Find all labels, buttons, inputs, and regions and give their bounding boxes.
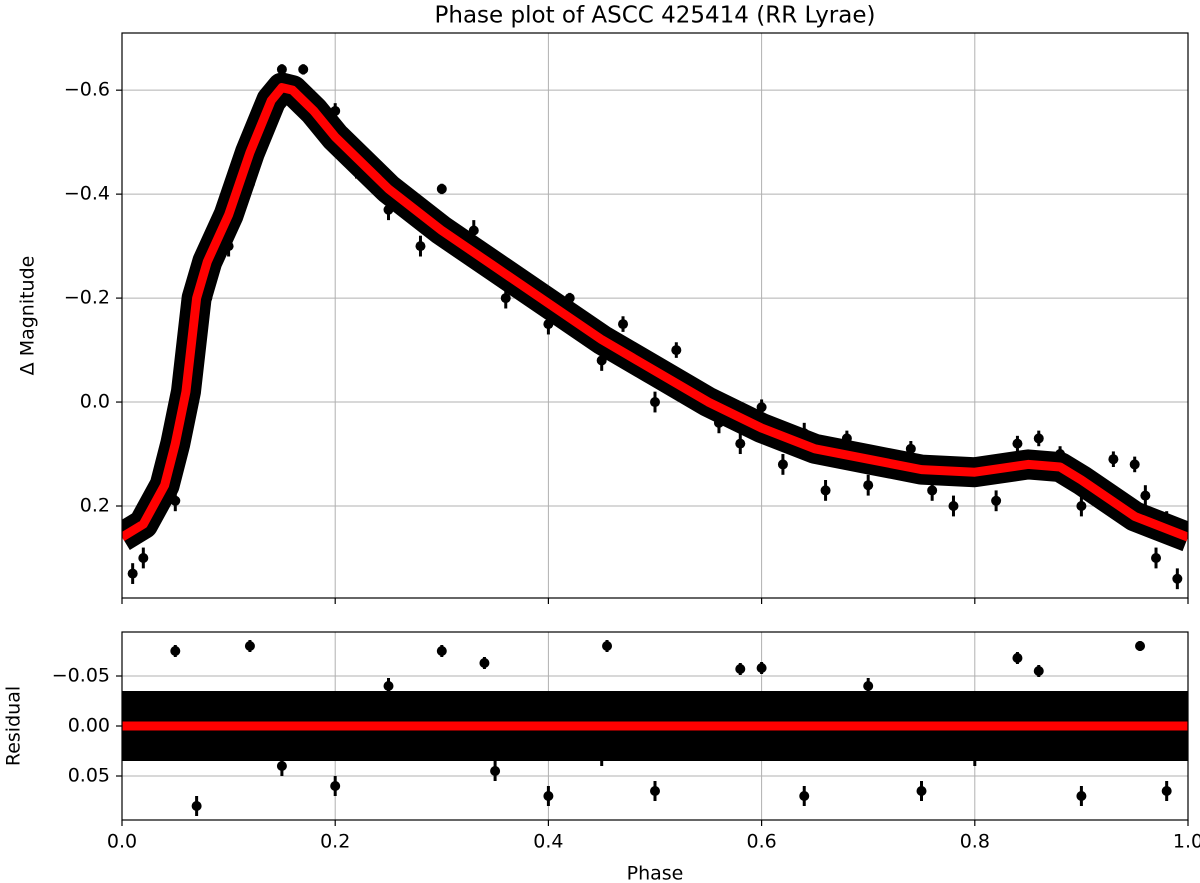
data-point: [1076, 500, 1087, 511]
data-point: [777, 459, 788, 470]
y-tick-label: 0.00: [68, 715, 110, 737]
data-point: [602, 641, 613, 651]
x-tick-label: 0.8: [960, 831, 990, 853]
data-point: [756, 402, 767, 413]
y-tick-label: −0.6: [64, 79, 110, 101]
y-axis-label: Δ Magnitude: [17, 256, 39, 376]
x-axis-label: Phase: [627, 863, 684, 883]
data-point: [905, 443, 916, 454]
data-point: [276, 761, 287, 771]
data-point: [650, 786, 660, 796]
data-point: [1172, 573, 1183, 584]
data-point: [1108, 454, 1119, 465]
data-point: [436, 183, 447, 194]
y-tick-label: 0.05: [68, 765, 110, 787]
data-point: [415, 241, 426, 252]
x-tick-label: 0.4: [533, 831, 563, 853]
data-point: [244, 641, 255, 651]
data-point: [650, 397, 660, 408]
chart-title: Phase plot of ASCC 425414 (RR Lyrae): [435, 3, 876, 29]
data-point: [1012, 438, 1023, 449]
x-tick-label: 1.0: [1173, 831, 1200, 853]
data-point: [383, 681, 394, 691]
y-tick-label: 0.2: [80, 494, 110, 516]
data-point: [820, 485, 831, 496]
data-point: [500, 293, 511, 304]
data-point: [735, 664, 746, 674]
data-point: [298, 64, 309, 75]
x-tick-label: 0.0: [107, 831, 137, 853]
data-point: [170, 646, 181, 656]
data-point: [1129, 459, 1140, 470]
axes-frame: [121, 32, 1189, 599]
x-tick-label: 0.2: [320, 831, 350, 853]
data-band: [122, 72, 1188, 552]
data-point: [1135, 641, 1146, 651]
plot-area: [122, 640, 1188, 816]
data-point: [543, 791, 554, 801]
data-point: [927, 485, 938, 496]
data-point: [479, 658, 490, 668]
fit-line: [122, 83, 1188, 542]
y-axis-label: Residual: [3, 686, 25, 766]
data-point: [1151, 552, 1162, 563]
data-point: [127, 568, 138, 579]
data-point: [1076, 791, 1087, 801]
data-point: [916, 786, 927, 796]
x-tick-label: 0.6: [746, 831, 776, 853]
y-tick-label: −0.05: [52, 665, 110, 687]
data-point: [1012, 653, 1023, 663]
data-point: [735, 438, 746, 449]
data-point: [1161, 786, 1172, 796]
y-tick-label: −0.2: [64, 287, 110, 309]
data-point: [1140, 490, 1151, 501]
data-point: [756, 663, 767, 673]
plot-area: [122, 64, 1188, 590]
panel: −0.6 −0.4 −0.2 0.0 0.2 Phase plot of ASCC 425…: [17, 3, 1189, 604]
data-point: [1033, 666, 1044, 676]
y-tick-label: 0.0: [80, 391, 110, 413]
data-point: [330, 781, 341, 791]
data-point: [1033, 433, 1044, 444]
data-point: [671, 345, 682, 356]
data-point: [276, 64, 287, 75]
data-point: [618, 319, 629, 330]
data-point: [863, 681, 874, 691]
data-point: [991, 495, 1002, 506]
data-point: [138, 552, 149, 563]
panel: 0.0 0.2 0.4 0.6 0.8 1.0 −0.05 0.00 0.05 Residual P…: [3, 631, 1200, 883]
data-point: [948, 500, 959, 511]
data-point: [863, 480, 874, 491]
data-point: [490, 766, 501, 776]
data-point: [436, 646, 447, 656]
data-point: [799, 791, 810, 801]
y-tick-label: −0.4: [64, 183, 110, 205]
axes-frame: [121, 631, 1189, 821]
data-point: [191, 801, 202, 811]
